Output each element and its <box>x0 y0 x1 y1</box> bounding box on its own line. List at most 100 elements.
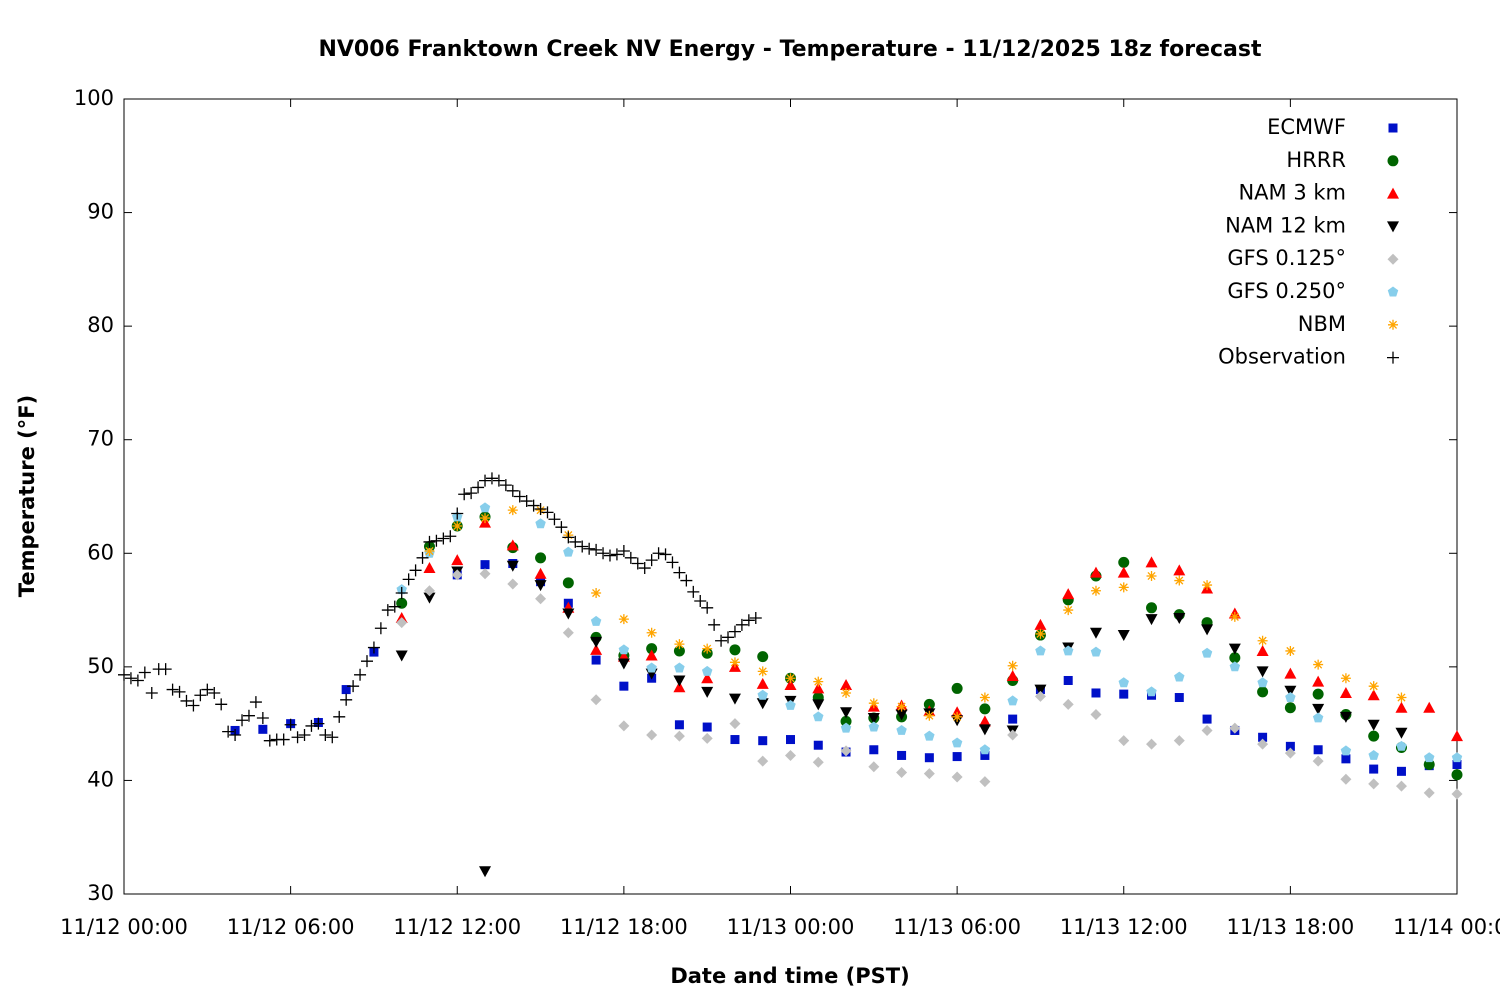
data-point <box>1007 729 1019 741</box>
data-point <box>236 714 249 727</box>
data-point <box>619 681 629 691</box>
data-point <box>1340 673 1351 684</box>
data-point <box>840 745 852 757</box>
data-point <box>374 622 387 635</box>
data-point <box>1229 611 1240 622</box>
data-point <box>590 615 602 626</box>
data-point <box>952 752 962 762</box>
data-point <box>1368 730 1380 742</box>
data-point <box>840 715 852 727</box>
data-point <box>1118 582 1129 593</box>
data-point <box>576 540 589 553</box>
data-point <box>1146 686 1157 697</box>
data-point <box>423 562 436 574</box>
data-point <box>646 627 657 638</box>
data-point <box>208 686 221 699</box>
data-point <box>979 776 991 788</box>
data-point <box>590 636 603 648</box>
x-tick-label: 11/13 06:00 <box>893 915 1021 939</box>
data-point <box>1173 735 1185 747</box>
data-point <box>756 698 769 710</box>
data-point <box>1146 571 1157 581</box>
legend-label: Observation <box>1218 345 1346 369</box>
data-point <box>341 685 351 695</box>
data-point <box>1091 688 1101 698</box>
data-point <box>979 703 991 715</box>
data-point <box>645 554 658 567</box>
data-point <box>729 657 740 668</box>
data-point <box>757 651 769 663</box>
y-tick-label: 40 <box>87 767 114 791</box>
data-point <box>396 617 408 629</box>
data-point <box>673 681 686 693</box>
data-point <box>1174 671 1185 682</box>
data-point <box>978 715 991 727</box>
data-point <box>1229 722 1241 734</box>
data-point <box>256 711 269 724</box>
data-point <box>1174 575 1185 586</box>
legend-marker <box>1388 319 1398 330</box>
data-point <box>646 729 658 741</box>
data-point <box>617 658 630 670</box>
data-point <box>756 677 769 689</box>
data-point <box>485 472 498 485</box>
data-point <box>631 557 644 570</box>
data-point <box>868 721 880 732</box>
data-point <box>1202 714 1212 724</box>
data-point <box>138 666 151 679</box>
data-point <box>451 569 463 581</box>
data-point <box>1062 698 1074 710</box>
data-point <box>562 531 575 544</box>
data-point <box>118 668 130 681</box>
data-point <box>951 771 963 783</box>
data-point <box>541 506 554 519</box>
data-point <box>562 627 574 639</box>
data-point <box>590 694 602 706</box>
data-point <box>1256 666 1269 678</box>
data-point <box>652 547 665 560</box>
data-point <box>729 718 741 730</box>
data-point <box>867 712 880 724</box>
data-point <box>472 481 485 494</box>
data-point <box>1312 703 1325 715</box>
data-point <box>583 542 596 555</box>
data-point <box>145 686 158 699</box>
data-point <box>1423 701 1436 713</box>
data-point <box>423 585 435 597</box>
data-point <box>784 679 797 691</box>
data-point <box>1035 645 1046 656</box>
data-point <box>590 643 603 655</box>
data-point <box>1117 566 1130 578</box>
data-point <box>673 645 685 657</box>
data-point <box>1396 692 1407 703</box>
data-point <box>1341 754 1351 764</box>
data-point <box>1117 630 1130 642</box>
data-point <box>527 499 540 512</box>
data-point <box>1007 695 1018 706</box>
data-point <box>1089 627 1102 639</box>
data-point <box>785 673 796 684</box>
data-point <box>1340 773 1352 785</box>
data-point <box>618 614 629 625</box>
data-point <box>1285 692 1296 702</box>
data-point <box>333 710 346 723</box>
data-point <box>465 487 478 500</box>
data-point <box>1146 738 1158 750</box>
data-point <box>1312 755 1324 767</box>
data-point <box>430 534 443 547</box>
x-tick-label: 11/12 12:00 <box>393 915 521 939</box>
data-point <box>180 694 193 707</box>
data-point <box>492 474 505 487</box>
data-point <box>1063 605 1074 616</box>
data-point <box>1258 732 1268 742</box>
data-point <box>1369 764 1379 774</box>
data-point <box>409 564 422 577</box>
data-point <box>590 543 603 556</box>
data-point <box>702 643 713 654</box>
data-point <box>715 634 728 647</box>
data-point <box>591 588 602 599</box>
data-point <box>603 549 616 562</box>
data-point <box>354 668 367 681</box>
